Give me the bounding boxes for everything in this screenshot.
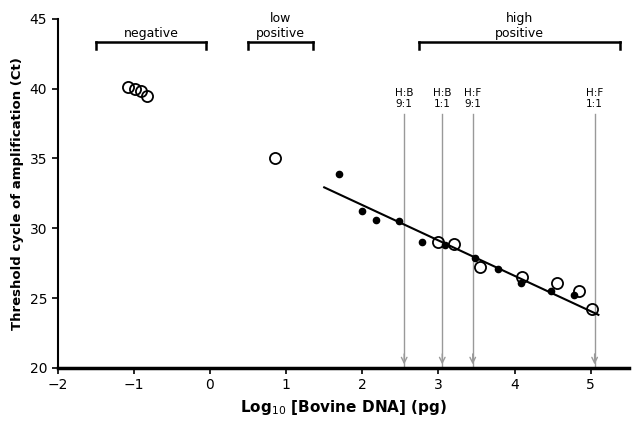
Text: H:F
9:1: H:F 9:1 bbox=[464, 88, 481, 110]
Text: high
positive: high positive bbox=[495, 12, 544, 40]
Text: H:B
9:1: H:B 9:1 bbox=[395, 88, 413, 110]
Text: low
positive: low positive bbox=[256, 12, 305, 40]
Text: H:B
1:1: H:B 1:1 bbox=[433, 88, 451, 110]
Text: negative: negative bbox=[124, 27, 179, 40]
Text: H:F
1:1: H:F 1:1 bbox=[586, 88, 604, 110]
X-axis label: Log$_{10}$ [Bovine DNA] (pg): Log$_{10}$ [Bovine DNA] (pg) bbox=[239, 398, 447, 417]
Y-axis label: Threshold cycle of amplification (Ct): Threshold cycle of amplification (Ct) bbox=[11, 57, 24, 330]
